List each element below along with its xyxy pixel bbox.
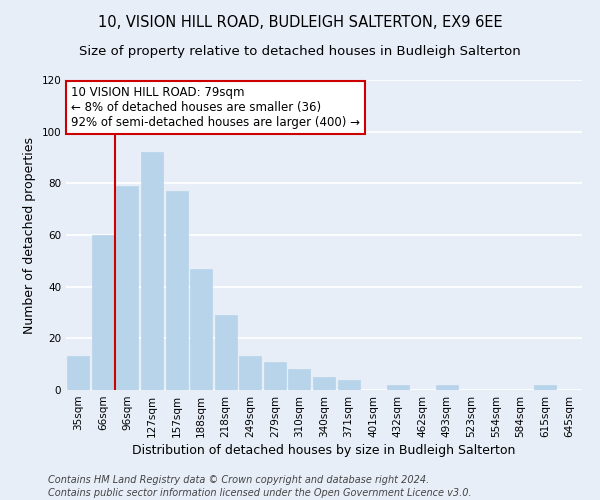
Text: Size of property relative to detached houses in Budleigh Salterton: Size of property relative to detached ho…: [79, 45, 521, 58]
Y-axis label: Number of detached properties: Number of detached properties: [23, 136, 36, 334]
Bar: [92, 235, 114, 390]
Bar: [386, 385, 409, 390]
Bar: [239, 356, 262, 390]
Text: Contains HM Land Registry data © Crown copyright and database right 2024.: Contains HM Land Registry data © Crown c…: [48, 475, 429, 485]
Text: 10 VISION HILL ROAD: 79sqm
← 8% of detached houses are smaller (36)
92% of semi-: 10 VISION HILL ROAD: 79sqm ← 8% of detac…: [71, 86, 360, 129]
Bar: [534, 385, 556, 390]
Bar: [436, 385, 458, 390]
Text: 10, VISION HILL ROAD, BUDLEIGH SALTERTON, EX9 6EE: 10, VISION HILL ROAD, BUDLEIGH SALTERTON…: [98, 15, 502, 30]
Bar: [116, 186, 139, 390]
Text: Contains public sector information licensed under the Open Government Licence v3: Contains public sector information licen…: [48, 488, 472, 498]
Bar: [313, 377, 335, 390]
Bar: [67, 356, 89, 390]
Bar: [215, 315, 237, 390]
Bar: [338, 380, 359, 390]
Bar: [166, 191, 188, 390]
Bar: [289, 370, 310, 390]
Bar: [141, 152, 163, 390]
Bar: [264, 362, 286, 390]
X-axis label: Distribution of detached houses by size in Budleigh Salterton: Distribution of detached houses by size …: [133, 444, 515, 457]
Bar: [190, 268, 212, 390]
